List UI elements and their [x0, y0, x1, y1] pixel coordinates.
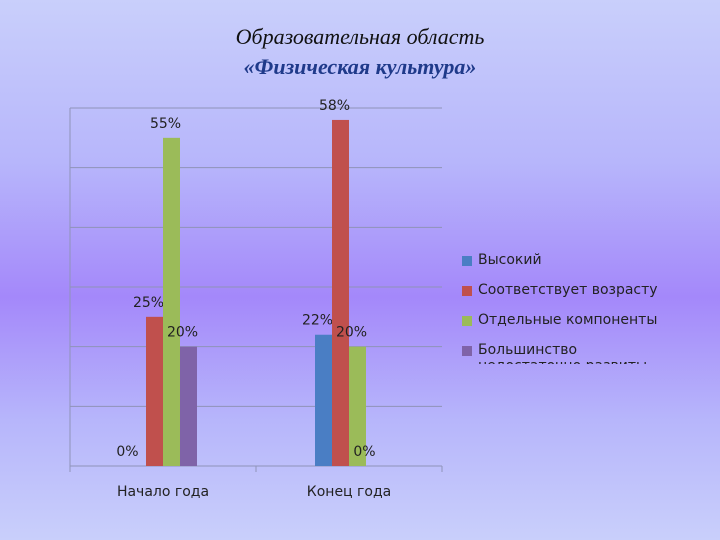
chart-title-line1: Образовательная область: [235, 24, 485, 49]
legend-swatch-high: [462, 256, 472, 266]
bar-value-label: 55%: [150, 116, 181, 132]
bar: [349, 346, 366, 466]
bar-value-label: 20%: [336, 325, 367, 341]
x-axis-tick-label: Конец года: [307, 484, 391, 500]
chart-legend: Высокий Соответствует возрасту Отдельные…: [462, 252, 662, 364]
bar-value-label: 25%: [133, 295, 164, 311]
legend-label-age-appropriate: Соответствует возрасту: [478, 282, 658, 298]
bar: [163, 137, 180, 467]
bar: [315, 334, 332, 466]
bar: [332, 119, 349, 466]
legend-label-some-components: Отдельные компоненты: [478, 312, 658, 328]
bar-value-label: 22%: [302, 313, 333, 329]
legend-swatch-mostly-underdeveloped: [462, 346, 472, 356]
bar-value-label: 58%: [319, 98, 350, 114]
legend-label-high: Высокий: [478, 252, 542, 268]
legend-label-mostly-underdeveloped: Большинство недостаточно развиты: [478, 342, 647, 364]
bar-value-label: 20%: [167, 325, 198, 341]
bar-value-label: 0%: [353, 444, 375, 460]
legend-swatch-some-components: [462, 316, 472, 326]
bar: [146, 316, 163, 466]
bar: [180, 346, 197, 466]
x-axis-tick-label: Начало года: [117, 484, 209, 500]
bar-value-label: 0%: [116, 444, 138, 460]
legend-swatch-age-appropriate: [462, 286, 472, 296]
chart-title-line2: «Физическая культура»: [243, 54, 477, 79]
